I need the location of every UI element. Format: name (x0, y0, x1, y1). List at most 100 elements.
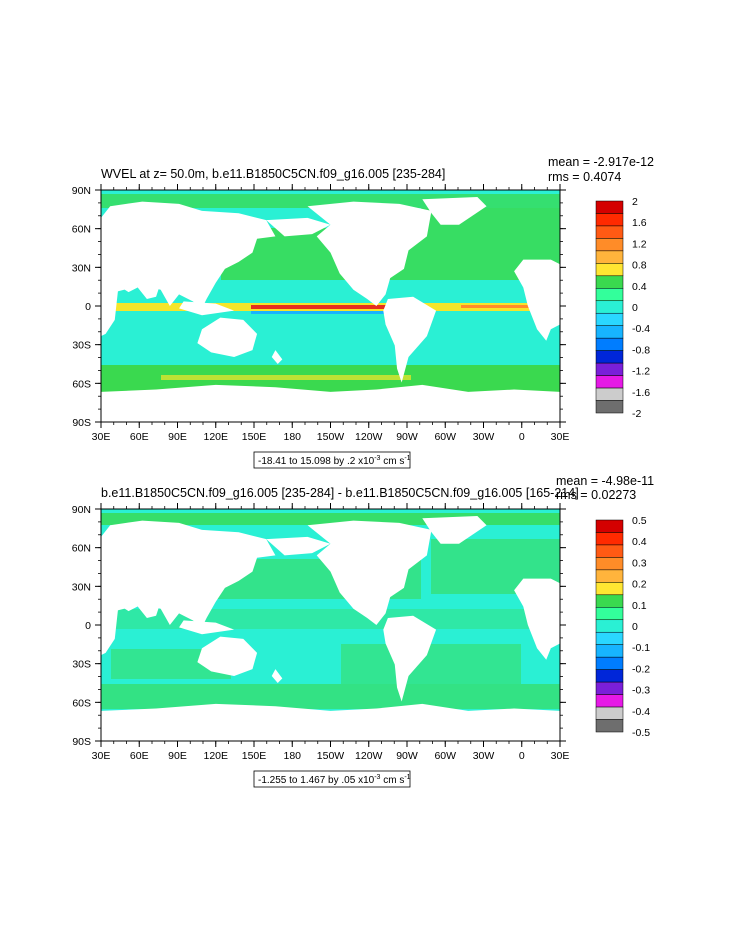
panel-1-band-southern-yellow (161, 375, 411, 380)
panel-2-x-tick-label: 0 (519, 750, 525, 762)
panel-1-y-tick-label: 30N (72, 262, 91, 274)
panel-2-contour-units: cm s (380, 775, 404, 786)
panel-2-x-tick-label: 30E (551, 750, 570, 762)
panel-2-colorbar-label: -0.2 (632, 663, 650, 675)
panel-2-contour-box-frame (253, 770, 411, 788)
panel-2-colorbar-swatch (595, 557, 624, 571)
panel-1-colorbar-swatch (595, 400, 624, 414)
panel-2-colorbar-swatch (595, 544, 624, 558)
panel-2-colorbar-swatch (595, 594, 624, 608)
panel-2-x-tick-label: 120E (203, 750, 228, 762)
panel-1-y-tick-label: 60N (72, 224, 91, 236)
panel-1-colorbar-swatch (595, 337, 624, 351)
panel-2-colorbar-swatch (595, 694, 624, 708)
panel-1: WVEL at z= 50.0m, b.e11.B1850C5CN.f09_g1… (72, 155, 654, 469)
panel-2-colorbar-label: 0.2 (632, 579, 647, 591)
panel-1-eq-hot (251, 305, 421, 309)
panel-2-band-southern (101, 684, 560, 709)
panel-1-x-tick-label: 60W (434, 431, 456, 443)
panel-1-colorbar-label: -1.2 (632, 366, 650, 378)
panel-2-colorbar-swatch (595, 619, 624, 633)
panel-2-colorbar-swatch (595, 519, 624, 533)
panel-1-colorbar-swatch (595, 200, 624, 214)
panel-2-contour-label: -1.255 to 1.467 by .05 x10-3 cm s-1 (258, 774, 411, 786)
panel-1-x-tick-label: 150W (317, 431, 345, 443)
panel-2-map (100, 508, 561, 742)
panel-1-colorbar-label: -1.6 (632, 387, 650, 399)
panel-2-colorbar-label: -0.5 (632, 727, 650, 739)
panel-2-colorbar-swatch (595, 582, 624, 596)
panel-2-colorbar-label: 0 (632, 621, 638, 633)
panel-1-y-tick-label: 30S (72, 340, 91, 352)
panel-1-x-tick-label: 60E (130, 431, 149, 443)
panel-1-eq-hot-2 (461, 305, 546, 308)
panel-2-contour-info: -1.255 to 1.467 by .05 x10 (258, 775, 375, 786)
panel-1-x-ticks: 30E 60E 90E 120E 150E 180 150W 120W 90W 60W 30W 0 30… (92, 184, 570, 443)
panel-2-colorbar-swatch (595, 631, 624, 645)
panel-2-colorbar: 0.5 0.4 0.3 0.2 0.1 0 -0.1 -0.2 -0.3 -0.4 -0.5 (595, 515, 650, 739)
panel-1-colorbar-label: 0.8 (632, 260, 647, 272)
panel-2-y-tick-label: 30S (72, 659, 91, 671)
panel-1-map (100, 189, 561, 423)
panel-1-x-tick-label: 180 (283, 431, 301, 443)
panel-1-contour-units-exp: -1 (404, 455, 410, 462)
panel-1-x-tick-label: 0 (519, 431, 525, 443)
panel-2-colorbar-swatch (595, 644, 624, 658)
panel-2-colorbar-swatch (595, 532, 624, 546)
panel-2-colorbar-swatch (595, 656, 624, 670)
panel-1-colorbar-swatch (595, 362, 624, 376)
panel-2-contour-units-exp: -1 (404, 774, 410, 781)
panel-2-rms: rms = 0.02273 (556, 488, 636, 502)
panel-2-x-tick-label: 90E (168, 750, 187, 762)
panel-1-colorbar-swatch (595, 263, 624, 277)
panel-1-colorbar-label: 0 (632, 302, 638, 314)
panel-1-y-tick-label: 0 (85, 301, 91, 313)
panel-2-x-tick-label: 30W (473, 750, 495, 762)
panel-1-x-tick-label: 30W (473, 431, 495, 443)
panel-2-x-tick-label: 180 (283, 750, 301, 762)
panel-1-colorbar-label: 0.4 (632, 281, 647, 293)
panel-1-contour-box: -18.41 to 15.098 by .2 x10-3 cm s-1 (253, 451, 411, 469)
panel-2-colorbar-label: 0.3 (632, 557, 647, 569)
panel-2-colorbar-swatch (595, 607, 624, 621)
panel-2-x-tick-label: 60W (434, 750, 456, 762)
panel-1-colorbar-label: -0.8 (632, 344, 650, 356)
panel-2-colorbar-label: -0.3 (632, 685, 650, 697)
panel-1-eq-blue (251, 311, 421, 314)
panel-2-colorbar-label: -0.1 (632, 642, 650, 654)
panel-1-contour-info: -18.41 to 15.098 by .2 x10 (258, 456, 375, 467)
panel-1-colorbar-label: 1.2 (632, 238, 647, 250)
panel-2-x-tick-label: 120W (355, 750, 383, 762)
panel-1-colorbar-swatch (595, 275, 624, 289)
panel-2-y-tick-label: 0 (85, 620, 91, 632)
panel-1-x-tick-label: 90E (168, 431, 187, 443)
panel-1-colorbar-swatch (595, 325, 624, 339)
panel-2-colorbar-label: 0.1 (632, 600, 647, 612)
panel-1-colorbar-label: -2 (632, 408, 641, 420)
panel-2-patch-south-pacific (341, 644, 521, 684)
panel-1-x-tick-label: 120E (203, 431, 228, 443)
panel-1-colorbar-label: 1.6 (632, 217, 647, 229)
panel-1-x-tick-label: 90W (396, 431, 418, 443)
panel-2-x-ticks: 30E 60E 90E 120E 150E 180 150W 120W 90W 60W 30W 0 30… (92, 503, 570, 762)
panel-2-colorbar-swatch (595, 669, 624, 683)
panel-2-x-tick-label: 60E (130, 750, 149, 762)
panel-2-x-tick-label: 150E (242, 750, 267, 762)
panel-2-contour-box: -1.255 to 1.467 by .05 x10-3 cm s-1 (253, 770, 411, 788)
panel-1-rms: rms = 0.4074 (548, 170, 621, 184)
panel-2-y-tick-label: 30N (72, 581, 91, 593)
panel-1-colorbar-swatch (595, 213, 624, 227)
panel-1-contour-units: cm s (380, 456, 404, 467)
panel-1-y-tick-label: 90N (72, 185, 91, 197)
panel-1-title: WVEL at z= 50.0m, b.e11.B1850C5CN.f09_g1… (101, 167, 445, 181)
panel-1-mean: mean = -2.917e-12 (548, 155, 654, 169)
panel-1-colorbar-label: -0.4 (632, 323, 650, 335)
panel-1-colorbar-swatch (595, 238, 624, 252)
panel-1-colorbar-swatch (595, 387, 624, 401)
panel-2-colorbar-label: 0.5 (632, 515, 647, 527)
panel-1-y-tick-label: 60S (72, 378, 91, 390)
panel-1-y-ticks: 90N 60N 30N 0 30S 60S 90S (72, 185, 566, 429)
panel-1-colorbar-swatch (595, 225, 624, 239)
panel-2-x-tick-label: 30E (92, 750, 111, 762)
panel-1-x-tick-label: 30E (551, 431, 570, 443)
